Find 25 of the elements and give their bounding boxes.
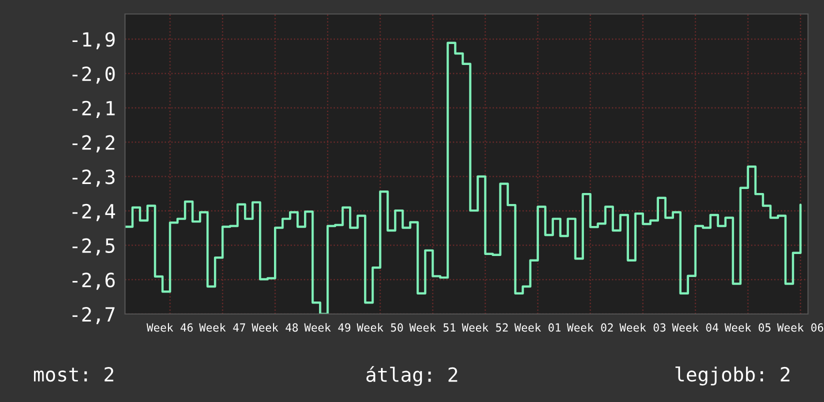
y-tick-label: -2,5 bbox=[72, 238, 114, 256]
x-tick-label: Week 06 bbox=[777, 323, 824, 332]
x-tick-label: Week 49 bbox=[304, 323, 350, 332]
x-tick-label: Week 01 bbox=[514, 323, 560, 332]
y-tick-label: -2,2 bbox=[72, 135, 114, 152]
x-tick-label: Week 05 bbox=[724, 323, 770, 332]
x-tick-label: Week 03 bbox=[619, 323, 666, 332]
x-tick-label: Week 52 bbox=[462, 323, 508, 332]
text: most: 2 bbox=[34, 366, 114, 382]
y-tick-label: -2,7 bbox=[72, 307, 115, 324]
text: átlag: 2 bbox=[366, 366, 458, 386]
y-tick-label: -2,0 bbox=[72, 66, 115, 84]
y-tick-label: -2,1 bbox=[72, 100, 115, 118]
x-tick-label: Week 46 bbox=[146, 323, 193, 332]
y-tick-label: -2,4 bbox=[72, 204, 116, 222]
x-tick-label: Week 51 bbox=[409, 323, 456, 332]
x-tick-label: Week 02 bbox=[566, 323, 613, 332]
y-tick-label: -2,3 bbox=[72, 170, 115, 187]
text: legjobb: 2 bbox=[675, 366, 790, 386]
y-tick-label: -2,6 bbox=[72, 272, 115, 290]
x-tick-label: Week 47 bbox=[199, 323, 246, 332]
x-tick-label: Week 50 bbox=[356, 323, 403, 332]
x-tick-label: Week 48 bbox=[252, 323, 298, 332]
y-tick-label: -1,9 bbox=[72, 32, 115, 50]
x-tick-label: Week 04 bbox=[672, 323, 718, 332]
